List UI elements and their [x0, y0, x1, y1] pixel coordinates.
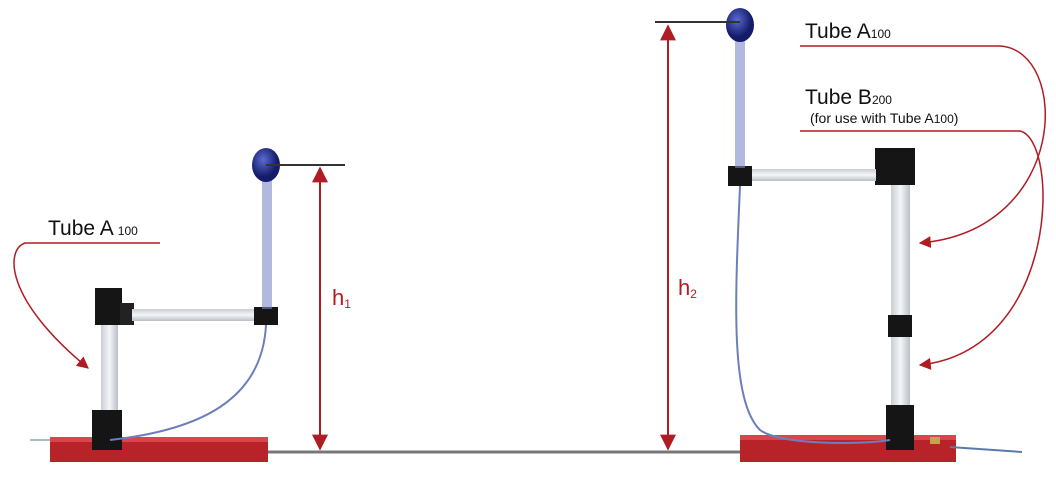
right-tube-a-arrow — [800, 45, 1046, 249]
right-tube-b-label: Tube B200 — [805, 86, 892, 109]
label-part: Tube B — [805, 86, 872, 109]
label-part: 100 — [118, 224, 138, 238]
label-part: 200 — [872, 93, 892, 107]
label-part: ) — [954, 110, 959, 126]
label-part: 1 — [344, 297, 351, 311]
right-apparatus — [655, 8, 1023, 462]
right-tube-b-arrow — [800, 130, 1044, 370]
label-part: Tube A — [805, 20, 871, 43]
right-tube-a-label: Tube A100 — [805, 20, 891, 43]
note-label: (for use with Tube A100) — [810, 110, 958, 126]
left-apparatus — [30, 148, 345, 462]
label-part: h — [332, 285, 344, 310]
label-part: 100 — [934, 112, 954, 126]
left-tube-arrow — [13, 242, 160, 369]
label-part: Tube A — [48, 217, 114, 240]
label-part: 2 — [690, 287, 697, 301]
h1-label: h1 — [332, 285, 351, 311]
label-part: (for use with Tube A — [810, 110, 934, 126]
label-part: h — [678, 275, 690, 300]
label-part: 100 — [871, 27, 891, 41]
h2-label: h2 — [678, 275, 697, 301]
left-tube-label: Tube A 100 — [48, 217, 138, 240]
